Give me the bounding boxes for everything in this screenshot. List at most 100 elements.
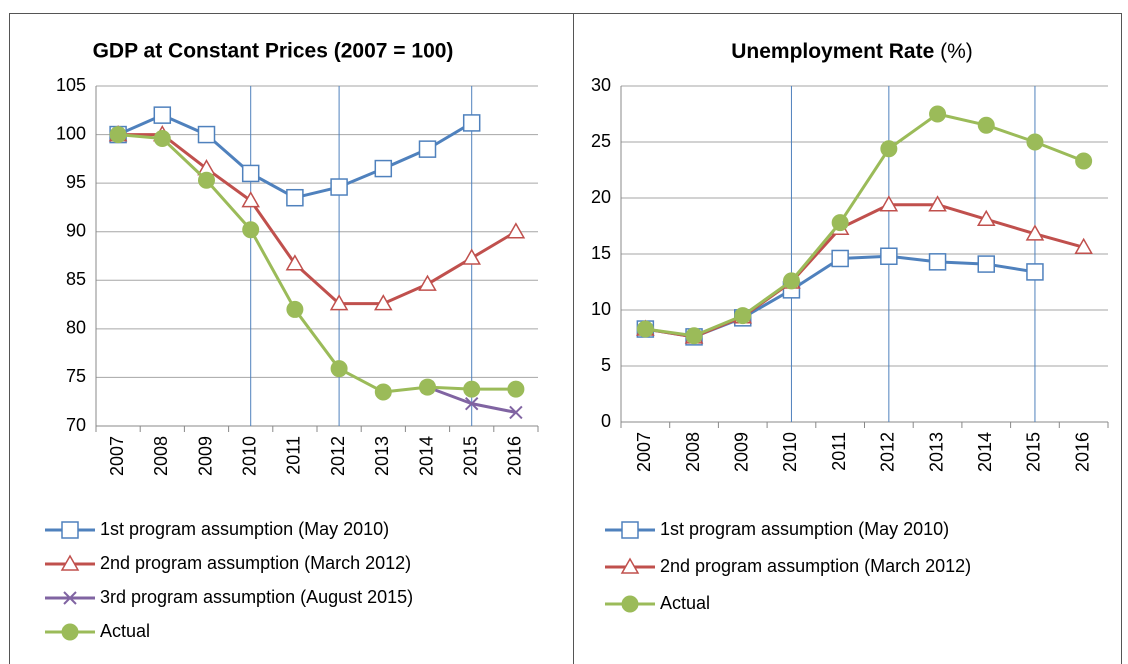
- x-tick-label: 2016: [1072, 432, 1092, 472]
- marker: [831, 214, 849, 232]
- marker: [153, 129, 171, 147]
- marker: [418, 140, 437, 158]
- chart-title: Unemployment Rate (%): [731, 40, 973, 63]
- marker: [685, 327, 703, 345]
- marker: [782, 272, 800, 290]
- marker: [464, 396, 479, 411]
- y-tick-label: 90: [66, 220, 86, 240]
- marker: [330, 360, 348, 378]
- series-line: [645, 203, 1085, 339]
- y-tick-label: 15: [591, 243, 611, 263]
- marker: [928, 195, 947, 212]
- y-tick-label: 10: [591, 299, 611, 319]
- marker: [61, 623, 79, 641]
- y-tick-label: 5: [601, 355, 611, 375]
- x-tick-label: 2013: [926, 432, 946, 472]
- marker: [1025, 224, 1045, 241]
- marker: [509, 405, 523, 420]
- marker: [109, 126, 127, 144]
- marker: [60, 554, 80, 571]
- marker: [463, 380, 481, 398]
- x-tick-label: 2010: [239, 436, 259, 476]
- marker: [831, 249, 849, 268]
- y-tick-label: 85: [66, 269, 86, 289]
- marker: [285, 254, 305, 271]
- series-line: [645, 112, 1085, 338]
- marker: [734, 307, 752, 325]
- series-line: [645, 254, 1036, 339]
- title-main: Unemployment Rate: [731, 40, 934, 63]
- x-tick-label: 2011: [284, 436, 304, 475]
- marker: [198, 171, 215, 189]
- marker: [620, 557, 640, 574]
- marker: [418, 274, 437, 291]
- y-tick-label: 30: [591, 75, 611, 95]
- marker: [879, 195, 899, 212]
- marker: [929, 105, 947, 123]
- marker: [880, 247, 898, 265]
- x-tick-label: 2014: [975, 432, 995, 472]
- legend-label: 1st program assumption (May 2010): [100, 519, 389, 539]
- legend-label: Actual: [660, 593, 710, 613]
- y-tick-label: 75: [66, 366, 86, 386]
- y-tick-label: 70: [66, 415, 86, 435]
- x-tick-label: 2009: [195, 436, 215, 476]
- legend-label: 2nd program assumption (March 2012): [100, 553, 411, 573]
- marker: [374, 294, 393, 311]
- marker: [928, 253, 947, 271]
- y-tick-label: 105: [56, 75, 86, 95]
- frame: [9, 13, 1122, 664]
- x-tick-label: 2012: [328, 436, 348, 476]
- marker: [286, 188, 304, 207]
- marker: [374, 383, 392, 401]
- series-line: [117, 133, 516, 394]
- x-tick-label: 2011: [829, 432, 849, 471]
- series-line: [118, 133, 517, 306]
- x-tick-label: 2015: [1024, 432, 1044, 472]
- y-tick-label: 25: [591, 131, 611, 151]
- marker: [1026, 133, 1044, 151]
- x-tick-label: 2008: [683, 432, 703, 472]
- x-tick-label: 2016: [505, 436, 525, 476]
- chart-title: GDP at Constant Prices (2007 = 100): [93, 40, 454, 63]
- marker: [1074, 237, 1093, 255]
- marker: [462, 248, 481, 265]
- marker: [241, 164, 260, 183]
- marker: [242, 221, 260, 239]
- marker: [506, 222, 526, 239]
- y-tick-label: 95: [66, 172, 86, 192]
- legend-label: 1st program assumption (May 2010): [660, 519, 949, 539]
- x-tick-label: 2007: [634, 432, 654, 472]
- x-tick-label: 2012: [878, 432, 898, 472]
- marker: [241, 191, 260, 208]
- y-tick-label: 80: [66, 318, 86, 338]
- marker: [61, 521, 79, 539]
- marker: [330, 178, 348, 196]
- marker: [977, 255, 995, 273]
- marker: [462, 114, 481, 132]
- x-tick-label: 2010: [780, 432, 800, 472]
- marker: [636, 320, 654, 338]
- marker: [976, 209, 996, 227]
- title-suffix: (%): [940, 40, 973, 63]
- marker: [507, 380, 525, 398]
- marker: [419, 378, 436, 396]
- marker: [621, 595, 639, 613]
- legend-label: Actual: [100, 621, 150, 641]
- marker: [63, 591, 77, 605]
- marker: [880, 140, 898, 158]
- marker: [1026, 263, 1044, 281]
- legend-label: 3rd program assumption (August 2015): [100, 587, 413, 607]
- marker: [197, 125, 216, 144]
- y-tick-label: 20: [591, 187, 611, 207]
- x-tick-label: 2007: [107, 436, 127, 476]
- marker: [374, 159, 393, 178]
- legend-label: 2nd program assumption (March 2012): [660, 556, 971, 576]
- marker: [1075, 152, 1093, 170]
- marker: [621, 521, 639, 539]
- marker: [329, 294, 349, 311]
- y-tick-label: 100: [56, 123, 86, 143]
- x-tick-label: 2008: [151, 436, 171, 476]
- marker: [286, 300, 304, 318]
